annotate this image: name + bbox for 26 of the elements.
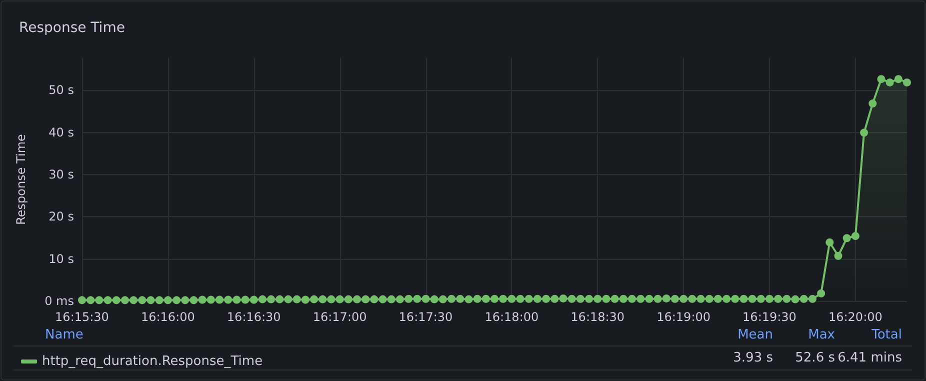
x-tick-label: 16:15:30	[55, 310, 109, 324]
x-tick-label: 16:16:30	[226, 310, 281, 324]
x-tick-label: 16:18:30	[570, 310, 625, 324]
y-tick-label: 20 s	[48, 210, 74, 224]
x-tick-label: 16:19:30	[742, 310, 796, 324]
x-tick-label: 16:17:00	[312, 310, 367, 324]
x-tick-label: 16:16:00	[140, 310, 195, 324]
y-axis-title: Response Time	[14, 134, 28, 225]
y-tick-label: 10 s	[48, 252, 74, 266]
x-tick-label: 16:18:00	[484, 310, 539, 324]
y-tick-label: 0 ms	[44, 294, 74, 308]
y-tick-label: 50 s	[48, 83, 74, 98]
chart-title: Response Time	[19, 20, 125, 36]
text: Mean	[738, 328, 773, 342]
x-tick-label: 16:17:30	[398, 310, 453, 324]
legend-label: http_req_duration.Response_Time	[42, 354, 263, 369]
text: Total	[870, 328, 902, 342]
x-tick-label: 16:20:00	[828, 310, 882, 324]
text: 3.93 s	[733, 350, 774, 366]
y-tick-label: 40 s	[48, 125, 74, 140]
text: 52.6 s	[795, 350, 836, 366]
text: Name	[45, 328, 84, 342]
text: 6.41 mins	[838, 350, 902, 366]
x-tick-label: 16:19:00	[656, 310, 711, 324]
y-tick-label: 30 s	[48, 167, 74, 182]
text: Max	[808, 328, 836, 342]
